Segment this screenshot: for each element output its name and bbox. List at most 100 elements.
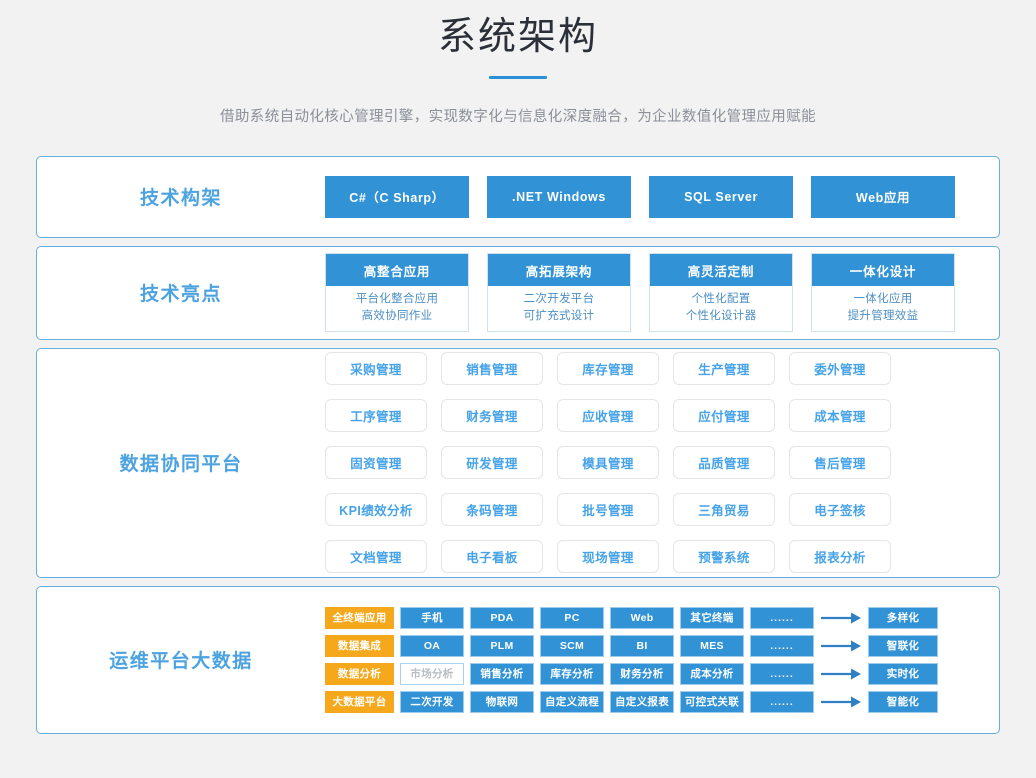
title-underline-rule [489,75,547,79]
module-chip[interactable]: 批号管理 [557,493,659,526]
module-chip[interactable]: 生产管理 [673,352,775,385]
highlight-card-lines: 一体化应用 提升管理效益 [812,286,954,331]
arrow-right-icon [821,640,861,651]
bigdata-item-cell[interactable]: 市场分析 [400,662,464,685]
module-chip[interactable]: 条码管理 [441,493,543,526]
page-title: 系统架构 [437,16,598,58]
panel-body-tech-highlights: 高整合应用 平台化整合应用 高效协同作业 高拓展架构 二次开发平台 可扩充式设计 高灵活定制… [325,253,999,332]
bigdata-item-cell[interactable]: 二次开发 [400,690,464,713]
bigdata-item-cell[interactable]: 可控式关联 [680,690,744,713]
module-chip[interactable]: 模具管理 [557,446,659,479]
module-chip[interactable]: 三角贸易 [673,493,775,526]
module-chip[interactable]: 预警系统 [673,540,775,573]
highlight-card[interactable]: 高灵活定制 个性化配置 个性化设计器 [649,253,793,332]
arrow-right-icon [821,696,861,707]
module-chip[interactable]: 采购管理 [325,352,427,385]
module-chip[interactable]: 应付管理 [673,399,775,432]
bigdata-item-cell[interactable]: PDA [470,606,534,629]
module-chip[interactable]: 售后管理 [789,446,891,479]
bigdata-item-cell[interactable]: SCM [540,634,604,657]
highlight-card-lines: 个性化配置 个性化设计器 [650,286,792,331]
bigdata-item-cell[interactable]: PLM [470,634,534,657]
bigdata-output-cell[interactable]: 多样化 [868,606,938,629]
bigdata-item-cell[interactable]: 物联网 [470,690,534,713]
bigdata-ellipsis-cell[interactable]: ...... [750,634,814,657]
bigdata-item-cell[interactable]: MES [680,634,744,657]
module-chip[interactable]: 财务管理 [441,399,543,432]
module-chip[interactable]: 文档管理 [325,540,427,573]
bigdata-category-label[interactable]: 数据集成 [325,634,394,657]
bigdata-item-cell[interactable]: 成本分析 [680,662,744,685]
highlight-card-lines: 平台化整合应用 高效协同作业 [326,286,468,331]
bigdata-category-label[interactable]: 大数据平台 [325,690,394,713]
bigdata-item-cell[interactable]: OA [400,634,464,657]
page-header: 系统架构 借助系统自动化核心管理引擎，实现数字化与信息化深度融合，为企业数值化管… [0,0,1036,126]
module-chip[interactable]: 电子签核 [789,493,891,526]
bigdata-item-cell[interactable]: 库存分析 [540,662,604,685]
module-chip[interactable]: 电子看板 [441,540,543,573]
highlight-card-line: 平台化整合应用 [355,293,439,305]
panel-data-collaboration: 数据协同平台 采购管理 销售管理 库存管理 生产管理 委外管理工序管理 财务管理 应收管理应… [36,347,1000,578]
bigdata-item-cell[interactable]: 其它终端 [680,606,744,629]
bigdata-item-cell[interactable]: 手机 [400,606,464,629]
module-chip[interactable]: 成本管理 [789,399,891,432]
bigdata-output-cell[interactable]: 智能化 [868,690,938,713]
bigdata-arrow [820,611,862,625]
highlight-card-title: 一体化设计 [812,254,954,286]
module-chip[interactable]: 应收管理 [557,399,659,432]
tech-chip-row: C#（C Sharp） .NET Windows SQL Server Web应用 [325,175,985,218]
bigdata-row: 数据分析 市场分析 销售分析 库存分析 财务分析 成本分析...... 实时化 [325,662,985,685]
panel-label-tech-highlights: 技术亮点 [139,284,222,305]
arrow-right-icon [821,612,861,623]
bigdata-item-cell[interactable]: 自定义流程 [540,690,604,713]
bigdata-output-cell[interactable]: 实时化 [868,662,938,685]
bigdata-ellipsis-cell[interactable]: ...... [750,606,814,629]
bigdata-item-cell[interactable]: 财务分析 [610,662,674,685]
arrow-right-icon [821,668,861,679]
architecture-panels: 技术构架 C#（C Sharp） .NET Windows SQL Server We… [36,155,1000,734]
bigdata-item-cell[interactable]: PC [540,606,604,629]
module-chip[interactable]: 现场管理 [557,540,659,573]
module-chip[interactable]: 固资管理 [325,446,427,479]
highlight-card-row: 高整合应用 平台化整合应用 高效协同作业 高拓展架构 二次开发平台 可扩充式设计 高灵活定制… [325,253,985,332]
tech-chip[interactable]: .NET Windows [487,175,631,218]
panel-label-tech-stack: 技术构架 [139,188,222,209]
bigdata-arrow [820,667,862,681]
bigdata-category-label[interactable]: 数据分析 [325,662,394,685]
bigdata-item-cell[interactable]: 自定义报表 [610,690,674,713]
bigdata-ellipsis-cell[interactable]: ...... [750,662,814,685]
bigdata-arrow [820,639,862,653]
panel-ops-bigdata: 运维平台大数据 全终端应用 手机 PDA PC Web 其它终端...... 多样化数据集成… [36,585,1000,734]
tech-chip[interactable]: SQL Server [649,175,793,218]
highlight-card-line: 高效协同作业 [361,310,433,322]
bigdata-category-label[interactable]: 全终端应用 [325,606,394,629]
bigdata-item-cell[interactable]: 销售分析 [470,662,534,685]
highlight-card[interactable]: 高整合应用 平台化整合应用 高效协同作业 [325,253,469,332]
bigdata-item-cell[interactable]: BI [610,634,674,657]
module-chip[interactable]: 工序管理 [325,399,427,432]
highlight-card-line: 提升管理效益 [847,310,919,322]
highlight-card-title: 高整合应用 [326,254,468,286]
module-chip[interactable]: 品质管理 [673,446,775,479]
bigdata-item-cell[interactable]: Web [610,606,674,629]
module-chip[interactable]: 研发管理 [441,446,543,479]
module-chip[interactable]: 委外管理 [789,352,891,385]
module-chip[interactable]: KPI绩效分析 [325,493,427,526]
tech-chip[interactable]: Web应用 [811,175,955,218]
bigdata-arrow [820,695,862,709]
panel-label-ops-bigdata: 运维平台大数据 [109,651,253,672]
highlight-card[interactable]: 高拓展架构 二次开发平台 可扩充式设计 [487,253,631,332]
highlight-card[interactable]: 一体化设计 一体化应用 提升管理效益 [811,253,955,332]
panel-body-ops-bigdata: 全终端应用 手机 PDA PC Web 其它终端...... 多样化数据集成 OA PLM SCM… [325,606,999,713]
bigdata-output-cell[interactable]: 智联化 [868,634,938,657]
tech-chip[interactable]: C#（C Sharp） [325,175,469,218]
bigdata-matrix: 全终端应用 手机 PDA PC Web 其它终端...... 多样化数据集成 OA PLM SCM… [325,606,985,713]
module-chip[interactable]: 销售管理 [441,352,543,385]
module-chip[interactable]: 库存管理 [557,352,659,385]
bigdata-row: 数据集成 OA PLM SCM BI MES...... 智联化 [325,634,985,657]
bigdata-ellipsis-cell[interactable]: ...... [750,690,814,713]
module-chip[interactable]: 报表分析 [789,540,891,573]
panel-body-tech-stack: C#（C Sharp） .NET Windows SQL Server Web应用 [325,175,999,218]
panel-label-data-collaboration: 数据协同平台 [119,454,243,475]
